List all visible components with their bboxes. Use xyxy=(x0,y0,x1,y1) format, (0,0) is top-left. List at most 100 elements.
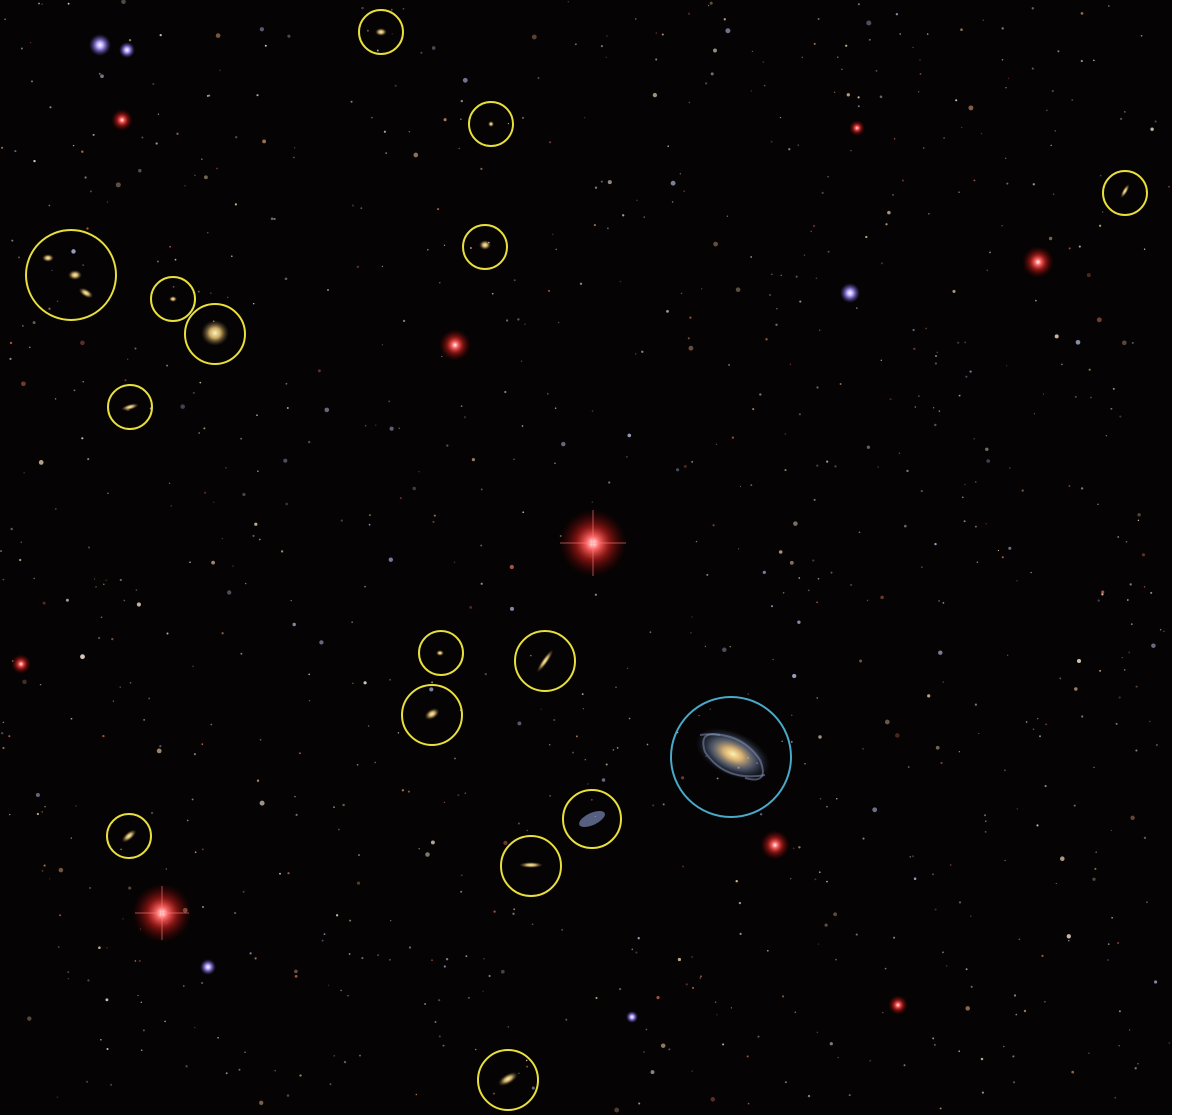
star xyxy=(1071,99,1073,101)
star xyxy=(1146,901,1148,903)
star xyxy=(810,231,812,233)
star xyxy=(138,169,141,172)
star xyxy=(249,952,251,954)
star xyxy=(357,266,360,269)
star xyxy=(279,873,281,875)
star xyxy=(862,838,864,840)
star xyxy=(1100,175,1102,177)
star xyxy=(44,865,46,867)
star xyxy=(705,82,707,84)
star xyxy=(731,1007,732,1008)
star xyxy=(716,1014,717,1015)
star xyxy=(508,1026,509,1027)
star xyxy=(1055,334,1059,338)
star xyxy=(804,254,805,255)
star xyxy=(271,217,274,220)
star xyxy=(442,1045,444,1047)
galaxy xyxy=(169,296,177,302)
star xyxy=(1144,837,1146,839)
bright-star xyxy=(760,830,790,860)
bright-star xyxy=(111,109,133,131)
star xyxy=(1156,744,1158,746)
star xyxy=(959,901,961,903)
star xyxy=(818,18,820,20)
star xyxy=(134,347,136,349)
star xyxy=(750,484,752,486)
star xyxy=(1081,12,1084,15)
star xyxy=(265,45,267,47)
star xyxy=(934,424,936,426)
star xyxy=(885,223,887,225)
star xyxy=(1079,246,1081,248)
star xyxy=(638,1102,640,1104)
star xyxy=(711,1097,715,1101)
star xyxy=(955,99,957,101)
star xyxy=(1090,397,1092,399)
star xyxy=(107,201,109,203)
star xyxy=(1120,118,1122,120)
star xyxy=(872,807,877,812)
star xyxy=(572,752,574,754)
star xyxy=(226,1072,228,1074)
star xyxy=(885,968,887,970)
star xyxy=(40,684,42,686)
star xyxy=(652,804,654,806)
star xyxy=(834,92,835,93)
star xyxy=(222,538,223,539)
star xyxy=(82,264,83,265)
star xyxy=(194,174,196,176)
star xyxy=(1012,1055,1014,1057)
star xyxy=(849,1094,851,1096)
star xyxy=(358,854,360,856)
star xyxy=(173,286,175,288)
star xyxy=(1141,35,1143,37)
star xyxy=(881,360,882,361)
star xyxy=(785,1081,787,1083)
star xyxy=(826,806,828,808)
star xyxy=(975,704,977,706)
star xyxy=(793,521,798,526)
star xyxy=(201,982,203,984)
star xyxy=(1107,959,1109,961)
star xyxy=(790,878,791,879)
star xyxy=(678,958,681,961)
star xyxy=(439,282,440,283)
star xyxy=(530,655,532,657)
star xyxy=(975,481,976,482)
star xyxy=(928,213,929,214)
star xyxy=(1093,60,1095,62)
star xyxy=(882,1012,883,1013)
star xyxy=(964,484,965,485)
star xyxy=(1067,934,1071,938)
star xyxy=(213,502,214,503)
star xyxy=(825,924,828,927)
star xyxy=(128,887,131,890)
star xyxy=(283,459,287,463)
star xyxy=(1046,110,1047,111)
star xyxy=(584,117,585,118)
star xyxy=(39,460,44,465)
star xyxy=(869,1060,871,1062)
star xyxy=(403,320,405,322)
bright-star xyxy=(119,42,135,58)
galaxy xyxy=(375,28,387,36)
star xyxy=(662,33,664,35)
star xyxy=(615,686,617,688)
star xyxy=(296,814,298,816)
star xyxy=(1081,487,1083,489)
star xyxy=(816,464,818,466)
star xyxy=(234,912,236,914)
star xyxy=(87,979,89,981)
star xyxy=(446,958,448,960)
star xyxy=(862,748,864,750)
star xyxy=(418,848,420,850)
star xyxy=(763,571,766,574)
star xyxy=(706,574,708,576)
star xyxy=(943,681,944,682)
star xyxy=(1006,365,1007,366)
star xyxy=(919,59,921,61)
star xyxy=(532,923,534,925)
star xyxy=(724,18,726,20)
star xyxy=(971,986,973,988)
star xyxy=(43,602,46,605)
